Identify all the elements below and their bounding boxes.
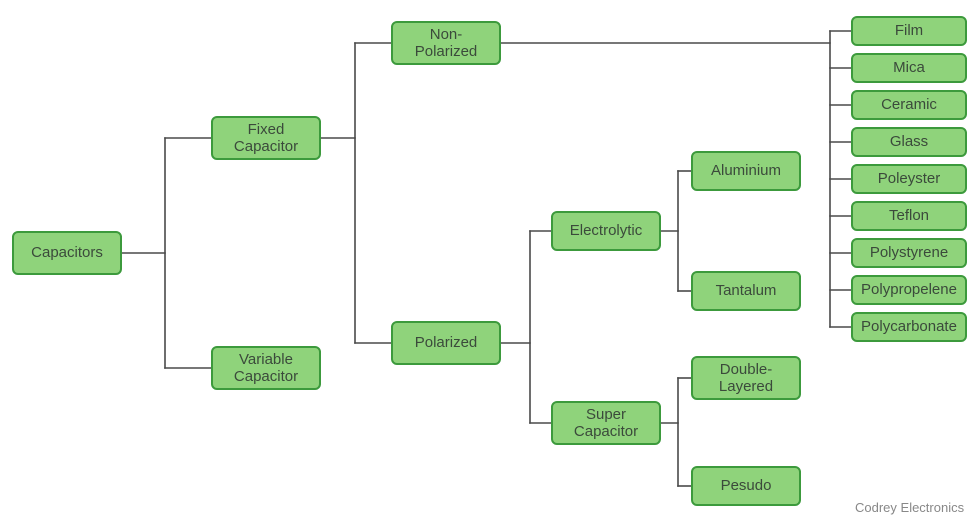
node-electrolytic: Electrolytic	[551, 211, 661, 251]
node-doublelayered: Double- Layered	[691, 356, 801, 400]
node-polarized: Polarized	[391, 321, 501, 365]
edge-layer	[0, 0, 978, 527]
node-capacitors: Capacitors	[12, 231, 122, 275]
node-poleyster: Poleyster	[851, 164, 967, 194]
node-aluminium: Aluminium	[691, 151, 801, 191]
node-pesudo: Pesudo	[691, 466, 801, 506]
node-tantalum: Tantalum	[691, 271, 801, 311]
node-glass: Glass	[851, 127, 967, 157]
node-fixed: Fixed Capacitor	[211, 116, 321, 160]
node-polypropelene: Polypropelene	[851, 275, 967, 305]
node-ceramic: Ceramic	[851, 90, 967, 120]
node-polystyrene: Polystyrene	[851, 238, 967, 268]
node-variable: Variable Capacitor	[211, 346, 321, 390]
node-mica: Mica	[851, 53, 967, 83]
node-teflon: Teflon	[851, 201, 967, 231]
credit-text: Codrey Electronics	[855, 500, 964, 515]
node-supercap: Super Capacitor	[551, 401, 661, 445]
node-polycarbonate: Polycarbonate	[851, 312, 967, 342]
node-nonpolarized: Non- Polarized	[391, 21, 501, 65]
node-film: Film	[851, 16, 967, 46]
